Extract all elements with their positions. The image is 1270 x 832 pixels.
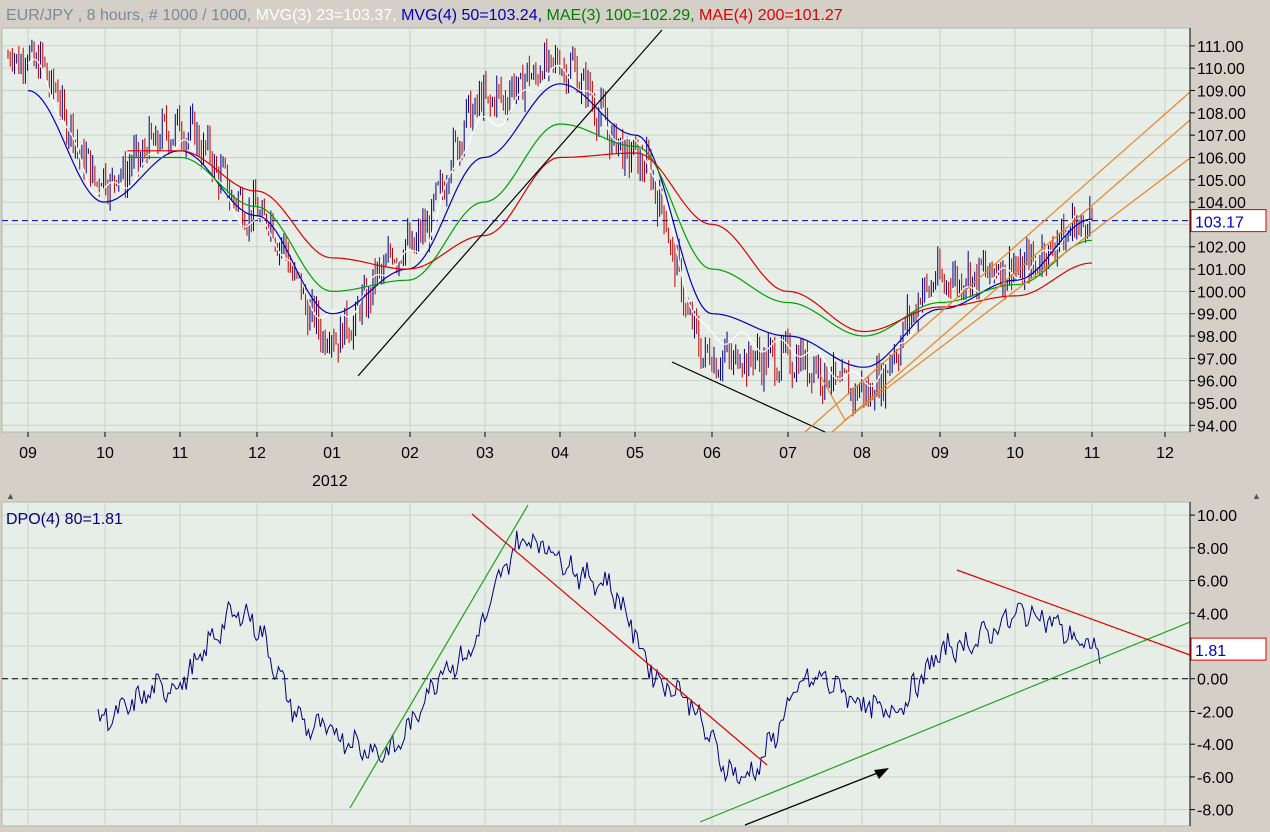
price-plot-area — [1, 27, 1191, 433]
title-part-1: MVG(3) 23=103.37, — [256, 7, 401, 24]
x-tick-label: 12 — [1156, 445, 1174, 462]
x-tick-label: 10 — [1006, 445, 1024, 462]
channel-upper — [804, 91, 1191, 433]
dpo-last-box — [1190, 637, 1267, 661]
x-tick-label: 02 — [401, 445, 419, 462]
y-tick-label: 102.00 — [1197, 240, 1246, 257]
arrow-line — [744, 771, 881, 826]
y-tick-label: -4.00 — [1197, 737, 1234, 754]
trendline-black-down — [671, 361, 826, 433]
title-part-2: MVG(4) 50=103.24, — [401, 7, 546, 24]
y-tick-label: 106.00 — [1197, 150, 1246, 167]
dpo-green-trend-up — [349, 504, 529, 809]
channel-edge — [819, 374, 846, 421]
ma-line-mvg-3-23 — [27, 58, 1093, 387]
trendline-black-up — [357, 29, 663, 377]
dpo-plot-area — [1, 501, 1191, 827]
x-tick-label: 01 — [323, 445, 341, 462]
y-tick-label: 98.00 — [1197, 329, 1237, 346]
y-tick-label: 104.00 — [1197, 195, 1246, 212]
dpo-red-trend-down — [471, 513, 768, 766]
y-tick-label: 110.00 — [1197, 61, 1245, 78]
x-tick-label: 06 — [703, 445, 721, 462]
trendlines-upper — [357, 29, 1191, 433]
x-tick-label: 07 — [779, 445, 797, 462]
y-tick-label: 108.00 — [1197, 106, 1246, 123]
moving-average-lines — [27, 58, 1093, 387]
last-price-box — [1190, 209, 1267, 233]
title-part-0: EUR/JPY , 8 hours, # 1000 / 1000, — [6, 7, 256, 24]
y-tick-label: 8.00 — [1197, 541, 1228, 558]
ma-line-mvg-4-50 — [27, 83, 1093, 368]
x-tick-label: 09 — [931, 445, 949, 462]
y-tick-label: 99.00 — [1197, 307, 1237, 324]
dpo-red-resistance — [956, 569, 1191, 656]
y-tick-label: 96.00 — [1197, 374, 1237, 391]
x-tick-label: 12 — [248, 445, 266, 462]
dpo-series-line — [97, 530, 1101, 785]
x-tick-label: 10 — [96, 445, 114, 462]
dpo-title: DPO(4) 80=1.81 — [6, 511, 123, 528]
year-label: 2012 — [312, 473, 348, 490]
arrow-head-icon — [874, 768, 889, 779]
ma-line-mae-3-100 — [127, 123, 1093, 337]
collapse-arrow-icon[interactable]: ▲ — [6, 491, 15, 501]
time-x-axis: 09 10 11 12 01 02 03 04 05 06 07 08 09 10 11 12 — [19, 432, 1174, 462]
y-tick-label: 95.00 — [1197, 396, 1237, 413]
y-tick-label: 100.00 — [1197, 284, 1246, 301]
y-tick-label: 109.00 — [1197, 83, 1246, 100]
last-price-label: 103.17 — [1195, 215, 1244, 232]
y-tick-label: 0.00 — [1197, 672, 1228, 689]
x-tick-label: 11 — [1084, 445, 1101, 462]
dpo-y-axis: 10.008.006.004.002.000.00-2.00-4.00-6.00… — [1189, 502, 1267, 826]
x-tick-label: 05 — [626, 445, 644, 462]
y-tick-label: 105.00 — [1197, 173, 1246, 190]
dpo-green-support — [699, 621, 1191, 823]
dpo-line — [97, 530, 1101, 785]
y-tick-label: 6.00 — [1197, 574, 1228, 591]
x-tick-label: 04 — [551, 445, 569, 462]
ma-line-mae-4-200 — [127, 150, 1093, 333]
x-tick-label: 11 — [172, 445, 189, 462]
y-tick-label: -2.00 — [1197, 704, 1234, 721]
price-y-axis: 111.00 110.00 109.00 108.00 107.00 106.00 105.… — [1189, 28, 1267, 435]
channel-lower — [844, 157, 1191, 421]
dpo-last-label: 1.81 — [1195, 643, 1226, 660]
y-tick-label: 97.00 — [1197, 351, 1237, 368]
y-tick-label: 94.00 — [1197, 418, 1237, 435]
y-tick-label: 107.00 — [1197, 128, 1246, 145]
chart-title: EUR/JPY , 8 hours, # 1000 / 1000, MVG(3)… — [6, 7, 843, 24]
title-part-3: MAE(3) 100=102.29, — [546, 7, 699, 24]
x-tick-label: 08 — [853, 445, 871, 462]
y-tick-label: 10.00 — [1197, 508, 1237, 525]
channel-mid — [831, 119, 1191, 433]
panel-divider[interactable] — [0, 492, 1270, 498]
title-part-4: MAE(4) 200=101.27 — [699, 7, 843, 24]
y-tick-label: -8.00 — [1197, 803, 1234, 820]
x-tick-label: 09 — [19, 445, 37, 462]
y-tick-label: 101.00 — [1197, 262, 1246, 279]
dpo-grid — [2, 502, 1190, 826]
trendlines-lower — [349, 504, 1191, 826]
x-tick-label: 03 — [476, 445, 494, 462]
collapse-arrow-icon-right[interactable]: ▲ — [1252, 491, 1261, 501]
y-tick-label: 111.00 — [1197, 39, 1244, 56]
y-tick-label: 4.00 — [1197, 606, 1228, 623]
y-tick-label: -6.00 — [1197, 770, 1234, 787]
